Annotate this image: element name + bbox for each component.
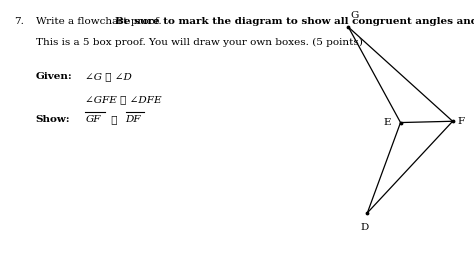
Text: Be sure to mark the diagram to show all congruent angles and congruent sides.: Be sure to mark the diagram to show all …: [115, 17, 474, 26]
Text: F: F: [457, 117, 465, 126]
Text: DF: DF: [126, 115, 141, 124]
Text: Write a flowchart proof.: Write a flowchart proof.: [36, 17, 164, 26]
Text: Show:: Show:: [36, 115, 70, 124]
Text: Given:: Given:: [36, 72, 73, 81]
Text: ∠G ≅ ∠D: ∠G ≅ ∠D: [85, 72, 132, 81]
Text: ∠GFE ≅ ∠DFE: ∠GFE ≅ ∠DFE: [85, 95, 162, 104]
Text: D: D: [361, 223, 369, 231]
Text: E: E: [383, 118, 391, 127]
Text: This is a 5 box proof. You will draw your own boxes. (5 points): This is a 5 box proof. You will draw you…: [36, 37, 363, 46]
Text: ≅: ≅: [108, 115, 121, 124]
Text: 7.: 7.: [14, 17, 24, 26]
Text: G: G: [350, 11, 358, 20]
Text: GF: GF: [85, 115, 101, 124]
